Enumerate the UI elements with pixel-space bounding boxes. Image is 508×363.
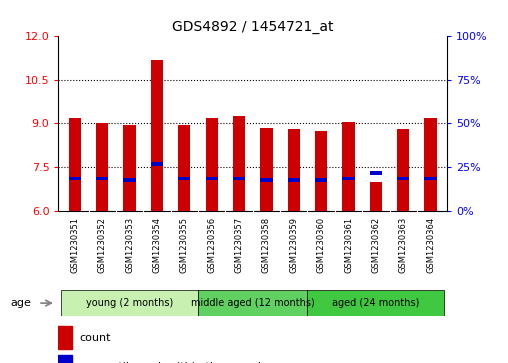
Text: middle aged (12 months): middle aged (12 months): [191, 298, 314, 308]
Bar: [96, 177, 108, 180]
Text: GSM1230364: GSM1230364: [426, 217, 435, 273]
Text: GSM1230361: GSM1230361: [344, 217, 353, 273]
Bar: [397, 177, 409, 180]
Bar: [123, 178, 136, 182]
Bar: [315, 131, 327, 211]
Bar: [96, 123, 108, 211]
Text: GSM1230352: GSM1230352: [98, 217, 107, 273]
Bar: [198, 290, 307, 316]
Bar: [151, 162, 163, 166]
Bar: [178, 177, 190, 180]
Bar: [206, 118, 218, 211]
Text: GSM1230351: GSM1230351: [70, 217, 79, 273]
Text: count: count: [80, 333, 111, 343]
Text: GSM1230353: GSM1230353: [125, 217, 134, 273]
Bar: [260, 178, 273, 182]
Bar: [260, 128, 273, 211]
Bar: [370, 171, 382, 175]
Bar: [206, 177, 218, 180]
Text: GSM1230358: GSM1230358: [262, 217, 271, 273]
Text: GSM1230354: GSM1230354: [152, 217, 162, 273]
Text: age: age: [10, 298, 31, 308]
Bar: [425, 177, 437, 180]
Bar: [370, 182, 382, 211]
Bar: [342, 177, 355, 180]
Text: GSM1230357: GSM1230357: [235, 217, 243, 273]
Bar: [178, 125, 190, 211]
Bar: [425, 118, 437, 211]
Text: GSM1230362: GSM1230362: [371, 217, 380, 273]
Text: GSM1230356: GSM1230356: [207, 217, 216, 273]
Bar: [307, 290, 444, 316]
Bar: [69, 177, 81, 180]
Bar: [58, 326, 72, 349]
Bar: [61, 290, 198, 316]
Text: young (2 months): young (2 months): [86, 298, 173, 308]
Bar: [288, 178, 300, 182]
Bar: [151, 60, 163, 211]
Text: GSM1230359: GSM1230359: [289, 217, 298, 273]
Text: percentile rank within the sample: percentile rank within the sample: [80, 362, 268, 363]
Bar: [233, 177, 245, 180]
Bar: [69, 118, 81, 211]
Text: GSM1230363: GSM1230363: [399, 217, 408, 273]
Bar: [342, 122, 355, 211]
Bar: [58, 355, 72, 363]
Bar: [397, 129, 409, 211]
Text: GSM1230360: GSM1230360: [316, 217, 326, 273]
Bar: [233, 116, 245, 211]
Bar: [123, 125, 136, 211]
Title: GDS4892 / 1454721_at: GDS4892 / 1454721_at: [172, 20, 333, 34]
Bar: [288, 129, 300, 211]
Text: aged (24 months): aged (24 months): [332, 298, 420, 308]
Bar: [315, 178, 327, 182]
Text: GSM1230355: GSM1230355: [180, 217, 189, 273]
